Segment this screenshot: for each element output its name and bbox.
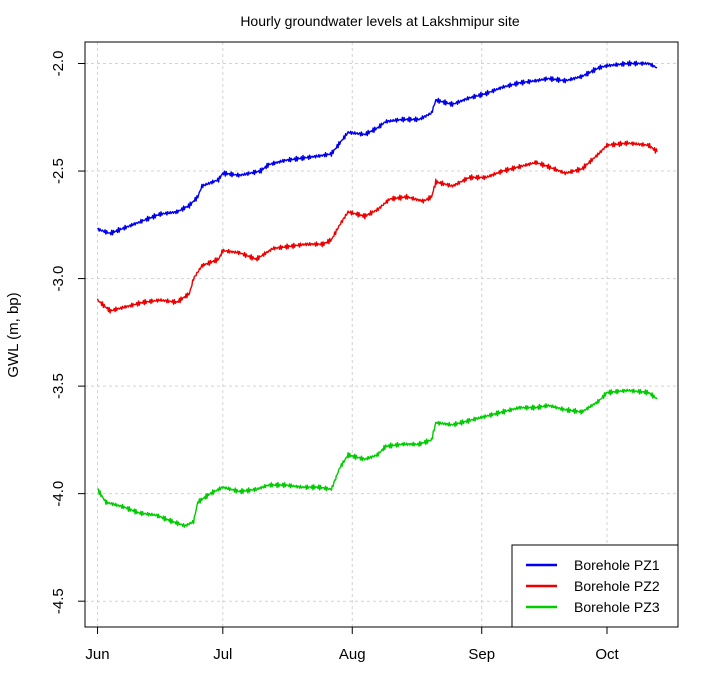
- x-tick-label: Jun: [85, 646, 109, 663]
- series-line-2: [96, 140, 658, 314]
- plot-frame: [84, 41, 679, 628]
- x-tick-label: Aug: [339, 646, 366, 663]
- y-tick-label: -2.0: [50, 51, 67, 77]
- y-tick-label: -3.0: [50, 266, 67, 292]
- legend: Borehole PZ1 Borehole PZ2 Borehole PZ3: [511, 544, 679, 628]
- legend-entry: Borehole PZ2: [574, 578, 660, 594]
- y-tick-label: -4.0: [50, 481, 67, 507]
- series-lines: [96, 60, 658, 528]
- y-tick-label: -2.5: [50, 158, 67, 184]
- series-line-3: [97, 388, 658, 528]
- legend-entry: Borehole PZ1: [574, 557, 660, 573]
- y-axis: -2.0 -2.5 -3.0 -3.5 -4.0 -4.5: [50, 51, 85, 614]
- x-axis: Jun Jul Aug Sep Oct: [85, 627, 620, 663]
- y-tick-label: -4.5: [50, 588, 67, 614]
- grid: [85, 42, 678, 627]
- x-tick-label: Sep: [468, 646, 495, 663]
- y-tick-label: -3.5: [50, 373, 67, 399]
- x-tick-label: Oct: [595, 646, 619, 663]
- legend-entry: Borehole PZ3: [574, 599, 660, 615]
- chart-title: Hourly groundwater levels at Lakshmipur …: [240, 13, 520, 29]
- y-axis-label: GWL (m, bp): [5, 292, 22, 377]
- series-line-1: [97, 60, 658, 236]
- x-tick-label: Jul: [213, 646, 232, 663]
